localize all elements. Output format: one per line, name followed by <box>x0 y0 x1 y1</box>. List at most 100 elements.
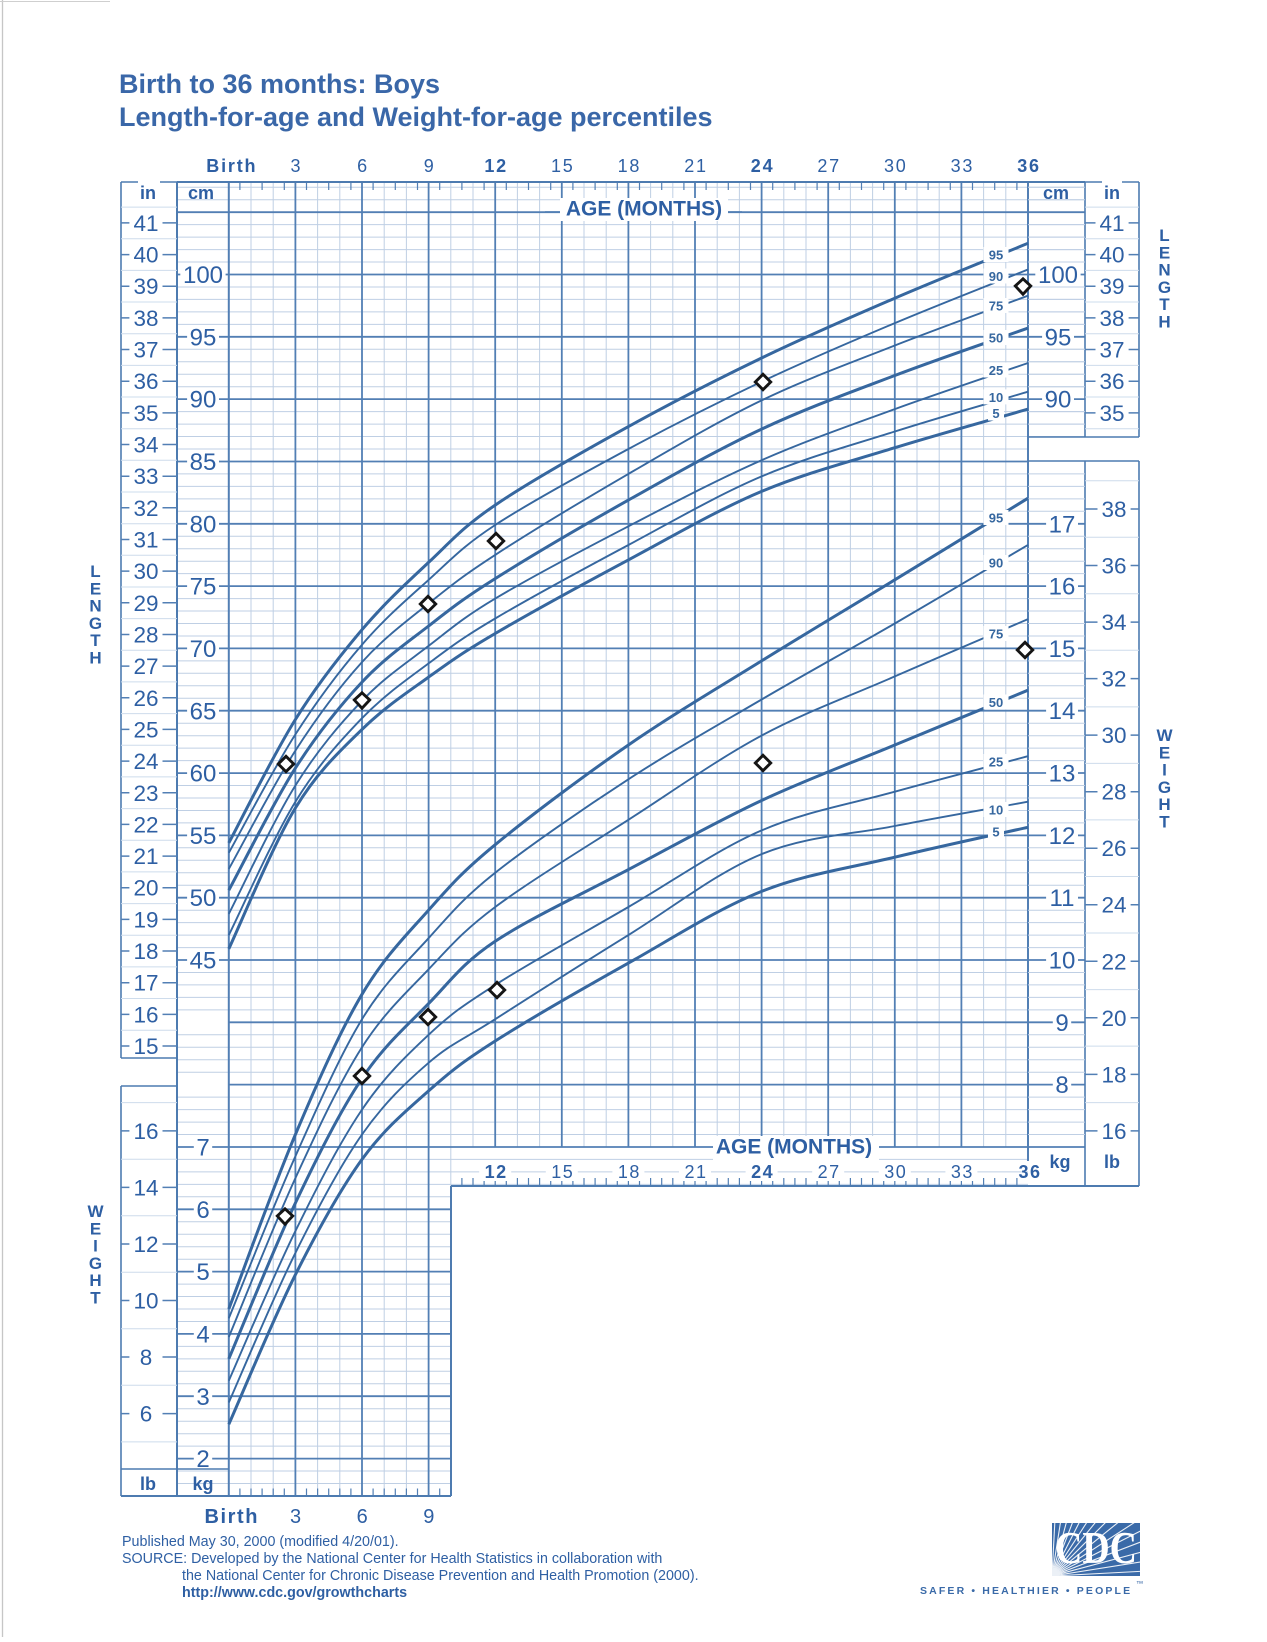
svg-text:16: 16 <box>133 1002 158 1027</box>
svg-text:8: 8 <box>140 1345 153 1370</box>
svg-text:AGE (MONTHS): AGE (MONTHS) <box>566 198 722 221</box>
svg-text:95: 95 <box>1045 324 1072 351</box>
svg-text:SOURCE: Developed by the Natio: SOURCE: Developed by the National Center… <box>122 1551 662 1567</box>
svg-text:AGE (MONTHS): AGE (MONTHS) <box>716 1136 872 1159</box>
svg-text:30: 30 <box>1101 723 1126 748</box>
svg-text:41: 41 <box>133 211 158 236</box>
svg-text:40: 40 <box>1099 243 1124 268</box>
svg-text:7: 7 <box>196 1135 209 1162</box>
svg-text:I: I <box>1162 761 1167 780</box>
svg-text:Published May 30, 2000 (modifi: Published May 30, 2000 (modified 4/20/01… <box>122 1534 399 1550</box>
svg-text:27: 27 <box>818 1162 841 1182</box>
svg-text:9: 9 <box>424 156 436 176</box>
svg-text:I: I <box>93 1237 98 1256</box>
svg-text:5: 5 <box>196 1259 209 1286</box>
svg-text:W: W <box>87 1202 104 1221</box>
svg-text:10: 10 <box>1049 948 1076 975</box>
svg-text:39: 39 <box>133 274 158 299</box>
svg-text:kg: kg <box>1049 1152 1070 1172</box>
svg-text:15: 15 <box>551 156 575 176</box>
svg-text:™: ™ <box>1136 1579 1144 1588</box>
svg-text:16: 16 <box>1101 1119 1126 1144</box>
svg-text:100: 100 <box>1038 262 1078 289</box>
svg-text:3: 3 <box>290 156 302 176</box>
svg-text:15: 15 <box>551 1162 574 1182</box>
svg-text:10: 10 <box>989 803 1003 818</box>
svg-text:16: 16 <box>133 1119 158 1144</box>
svg-text:28: 28 <box>133 623 158 648</box>
svg-text:23: 23 <box>133 781 158 806</box>
svg-text:E: E <box>1159 743 1170 762</box>
svg-text:27: 27 <box>817 156 841 176</box>
svg-text:40: 40 <box>133 243 158 268</box>
svg-text:28: 28 <box>1101 780 1126 805</box>
svg-text:30: 30 <box>884 156 908 176</box>
svg-text:29: 29 <box>133 591 158 616</box>
svg-text:38: 38 <box>133 306 158 331</box>
svg-text:27: 27 <box>133 654 158 679</box>
svg-text:the National Center for Chroni: the National Center for Chronic Disease … <box>182 1568 699 1584</box>
svg-text:H: H <box>1158 313 1170 332</box>
svg-text:90: 90 <box>190 387 217 414</box>
svg-text:8: 8 <box>1055 1072 1068 1099</box>
svg-text:41: 41 <box>1099 211 1124 236</box>
svg-text:50: 50 <box>989 695 1003 710</box>
svg-text:kg: kg <box>192 1474 213 1494</box>
svg-text:18: 18 <box>618 156 642 176</box>
svg-text:20: 20 <box>1101 1006 1126 1031</box>
svg-text:12: 12 <box>133 1232 158 1257</box>
svg-text:37: 37 <box>133 338 158 363</box>
svg-text:25: 25 <box>989 755 1003 770</box>
svg-text:90: 90 <box>989 556 1003 571</box>
svg-text:32: 32 <box>1101 667 1126 692</box>
svg-text:22: 22 <box>133 812 158 837</box>
svg-text:N: N <box>1158 261 1170 280</box>
svg-text:33: 33 <box>951 156 975 176</box>
svg-text:cm: cm <box>1043 183 1069 203</box>
svg-text:4: 4 <box>196 1321 209 1348</box>
svg-text:30: 30 <box>133 559 158 584</box>
svg-text:38: 38 <box>1099 306 1124 331</box>
svg-text:10: 10 <box>133 1289 158 1314</box>
svg-text:9: 9 <box>1055 1010 1068 1037</box>
svg-text:33: 33 <box>133 464 158 489</box>
svg-text:75: 75 <box>190 574 217 601</box>
svg-text:33: 33 <box>951 1162 974 1182</box>
svg-text:24: 24 <box>751 1162 774 1182</box>
svg-text:50: 50 <box>989 331 1003 346</box>
svg-text:60: 60 <box>190 761 217 788</box>
svg-text:E: E <box>90 1219 101 1238</box>
svg-text:Length-for-age and Weight-for-: Length-for-age and Weight-for-age percen… <box>119 102 713 132</box>
svg-text:T: T <box>1159 295 1170 314</box>
svg-text:T: T <box>90 1289 101 1308</box>
svg-text:3: 3 <box>290 1506 303 1528</box>
svg-text:26: 26 <box>133 686 158 711</box>
svg-text:Birth: Birth <box>204 1506 259 1528</box>
svg-text:6: 6 <box>357 1506 370 1528</box>
svg-text:in: in <box>140 183 156 203</box>
svg-text:17: 17 <box>133 971 158 996</box>
svg-text:65: 65 <box>190 698 217 725</box>
svg-text:11: 11 <box>1050 885 1075 912</box>
svg-text:G: G <box>89 1254 102 1273</box>
svg-text:3: 3 <box>196 1384 209 1411</box>
svg-text:34: 34 <box>1101 610 1126 635</box>
svg-text:14: 14 <box>133 1175 158 1200</box>
svg-text:80: 80 <box>190 511 217 538</box>
svg-text:36: 36 <box>1101 554 1126 579</box>
svg-text:10: 10 <box>989 390 1003 405</box>
svg-text:17: 17 <box>1049 511 1076 538</box>
svg-text:90: 90 <box>989 269 1003 284</box>
svg-text:39: 39 <box>1099 274 1124 299</box>
svg-text:26: 26 <box>1101 836 1126 861</box>
svg-text:24: 24 <box>1101 893 1126 918</box>
svg-text:95: 95 <box>989 248 1003 263</box>
svg-text:95: 95 <box>989 511 1003 526</box>
svg-text:5: 5 <box>992 406 999 421</box>
svg-text:18: 18 <box>1101 1062 1126 1087</box>
svg-text:45: 45 <box>190 948 217 975</box>
svg-text:6: 6 <box>357 156 369 176</box>
svg-text:15: 15 <box>1049 636 1076 663</box>
svg-text:20: 20 <box>133 876 158 901</box>
svg-text:32: 32 <box>133 496 158 521</box>
